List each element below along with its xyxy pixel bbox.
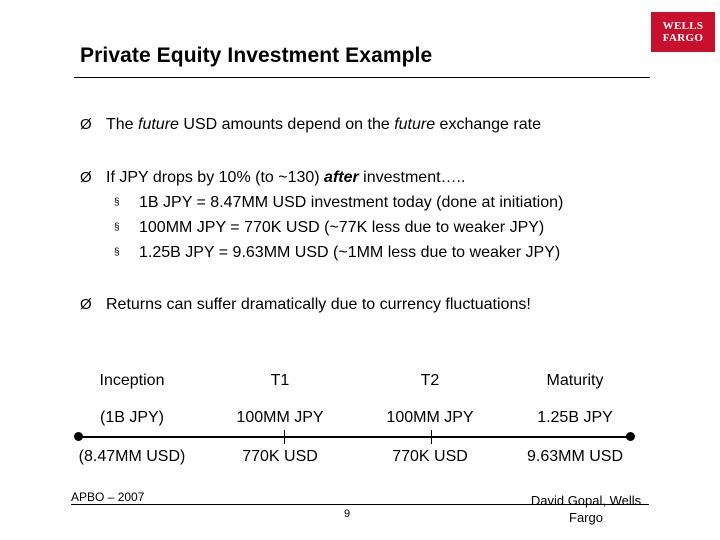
sub-bullet-1: § 1B JPY = 8.47MM USD investment today (… xyxy=(114,194,563,212)
timeline-jpy-inception: (1B JPY) xyxy=(99,409,164,426)
footer-author-line-2: Fargo xyxy=(569,510,603,525)
timeline-usd-inception: (8.47MM USD) xyxy=(78,448,186,465)
timeline-tick-t2 xyxy=(431,430,432,444)
page-number: 9 xyxy=(344,508,351,520)
sub-bullet-3-text: 1.25B JPY = 9.63MM USD (~1MM less due to… xyxy=(139,244,561,261)
bullet-3: Ø Returns can suffer dramatically due to… xyxy=(80,296,531,314)
timeline-header-t2: T2 xyxy=(420,372,440,389)
timeline-header-t1: T1 xyxy=(270,372,290,389)
square-bullet-icon: § xyxy=(114,222,120,233)
footer-divider xyxy=(71,504,649,505)
timeline-jpy-maturity: 1.25B JPY xyxy=(537,409,613,426)
sub-bullet-1-text: 1B JPY = 8.47MM USD investment today (do… xyxy=(139,194,564,211)
arrow-bullet-icon: Ø xyxy=(80,116,92,133)
timeline-jpy-t2: 100MM JPY xyxy=(386,409,474,426)
bullet-1-text: The future USD amounts depend on the fut… xyxy=(106,116,541,133)
timeline-tick-t1 xyxy=(284,430,285,444)
bullet-2: Ø If JPY drops by 10% (to ~130) after in… xyxy=(80,169,465,187)
logo-line-2: FARGO xyxy=(662,32,704,44)
sub-bullet-2-text: 100MM JPY = 770K USD (~77K less due to w… xyxy=(139,219,545,236)
bullet-2-text: If JPY drops by 10% (to ~130) after inve… xyxy=(106,169,466,186)
timeline-line xyxy=(78,436,630,438)
slide-title: Private Equity Investment Example xyxy=(80,44,433,67)
timeline-jpy-t1: 100MM JPY xyxy=(236,409,324,426)
sub-bullet-2: § 100MM JPY = 770K USD (~77K less due to… xyxy=(114,219,544,237)
sub-bullet-3: § 1.25B JPY = 9.63MM USD (~1MM less due … xyxy=(114,244,560,262)
logo-line-1: WELLS xyxy=(662,20,704,32)
timeline-usd-t1: 770K USD xyxy=(242,448,318,465)
footer-author-line-1: David Gopal, Wells xyxy=(530,493,642,508)
wells-fargo-logo: WELLS FARGO xyxy=(651,12,715,52)
arrow-bullet-icon: Ø xyxy=(80,296,92,313)
bullet-3-text: Returns can suffer dramatically due to c… xyxy=(106,296,531,313)
timeline-header-inception: Inception xyxy=(99,372,165,389)
timeline-end-dot xyxy=(626,432,635,441)
square-bullet-icon: § xyxy=(114,197,120,208)
timeline-usd-t2: 770K USD xyxy=(392,448,468,465)
footer-author: David Gopal, Wells Fargo xyxy=(518,492,654,526)
square-bullet-icon: § xyxy=(114,247,120,258)
title-divider xyxy=(74,77,650,78)
footer-date: APBO – 2007 xyxy=(71,490,145,504)
timeline-start-dot xyxy=(74,432,83,441)
timeline-usd-maturity: 9.63MM USD xyxy=(526,448,624,465)
bullet-1: Ø The future USD amounts depend on the f… xyxy=(80,116,541,134)
arrow-bullet-icon: Ø xyxy=(80,169,92,186)
timeline-header-maturity: Maturity xyxy=(546,372,604,389)
